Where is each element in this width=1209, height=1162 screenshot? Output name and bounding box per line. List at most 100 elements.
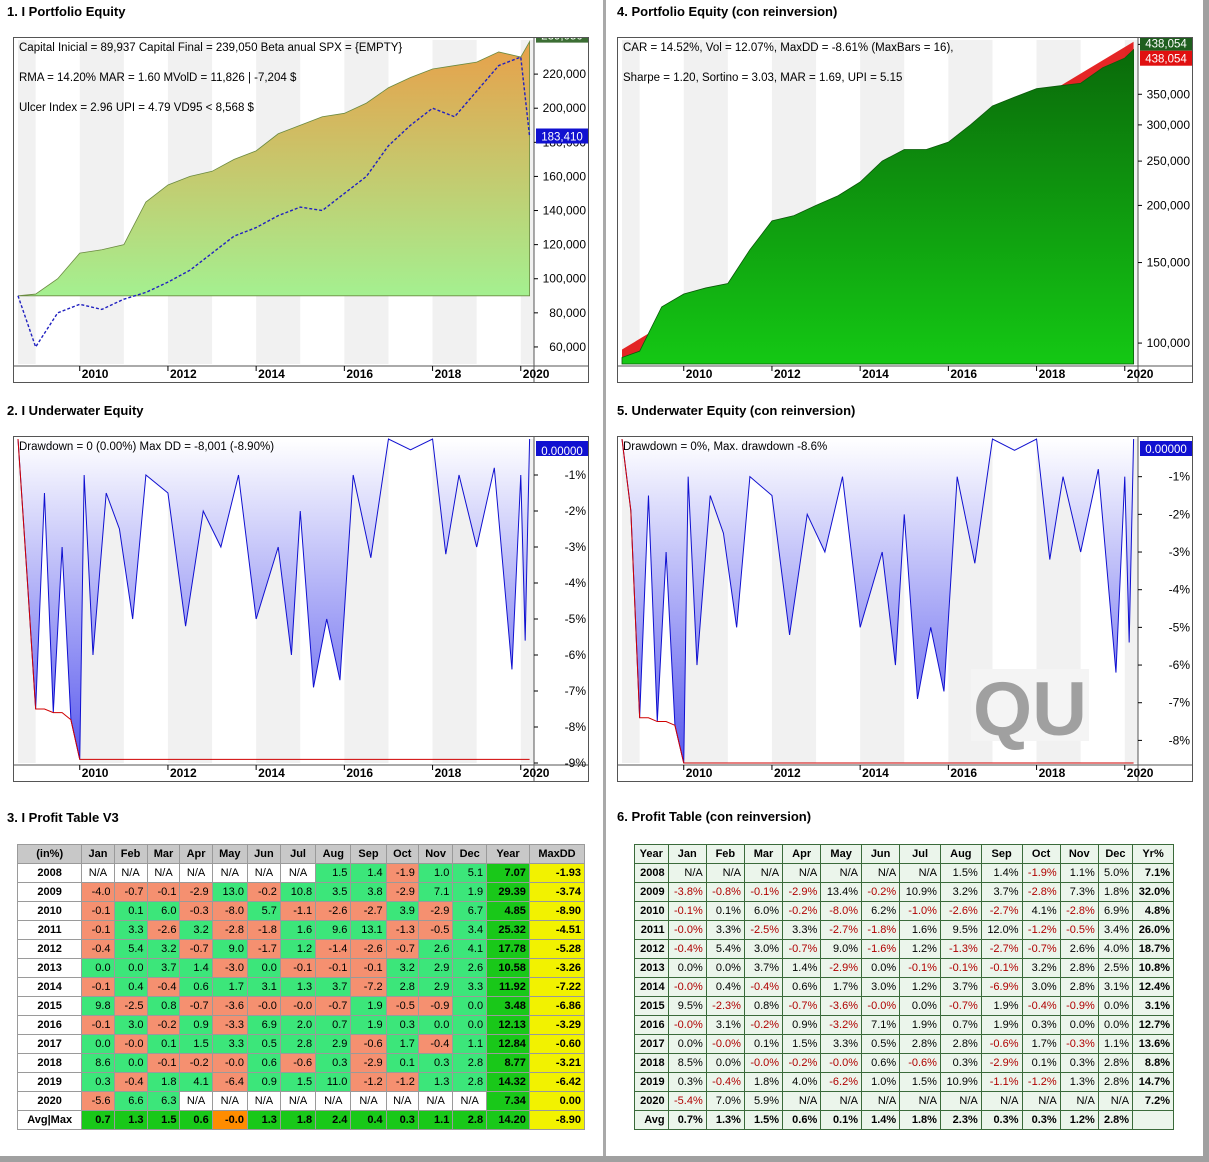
x-tick-label: 2014 [258,367,285,381]
value-badge [536,128,588,144]
table-cell: 4.85 [486,901,530,921]
table-cell: -0.6% [980,1034,1023,1054]
stats-line: Drawdown = 0%, Max. drawdown -8.6% [623,441,827,453]
table-cell: 5.1 [452,863,488,883]
table-cell: 2017 [634,1034,669,1054]
x-tick-label: 2016 [346,367,373,381]
table-cell: 1.9% [980,996,1023,1016]
table-cell: -0.0% [743,1053,784,1073]
table-cell: 2.8% [1097,1072,1134,1092]
table-cell: -0.2% [782,1053,822,1073]
table-cell: -0.0% [820,1053,863,1073]
table-cell: -0.4% [1021,996,1061,1016]
table-cell: 2008 [634,863,669,883]
portfolio-equity-reinv-chart[interactable]: 201020122014201620182020450,000350,00030… [617,37,1193,383]
table-cell: 5.4% [705,939,745,959]
y-tick-label: -4% [565,576,587,590]
y-tick-label: 250,000 [1147,154,1191,168]
table-header-cell: Jan [667,844,707,864]
year-band [622,40,640,364]
table-cell: 10.8% [1132,958,1174,978]
table-cell: -0.4 [113,1072,148,1092]
table-cell: -1.3% [939,939,982,959]
table-cell: 7.1% [861,1015,901,1035]
y-tick-label: -4% [1169,583,1191,597]
table-row: 2015 9.8 -2.5 0.8 -0.7 -3.6 -0.0 -0.0 -0.7 1.9 -0.… [16,996,586,1016]
table-cell: -0.0% [861,996,901,1016]
x-tick-label: 2014 [862,766,889,780]
table-cell: 12.84 [486,1034,530,1054]
table-cell: -0.1% [743,882,784,902]
table-cell: 6.6 [113,1091,148,1111]
table-cell: 2.3% [939,1110,982,1130]
table-cell: -0.7 [315,996,352,1016]
table-header-cell: Sep [980,844,1023,864]
y-tick-label: 160,000 [543,169,587,183]
table-cell: 2019 [16,1072,83,1092]
table-cell: 3.3% [705,920,745,940]
table-cell: 3.8 [350,882,387,902]
table-cell: 9.0 [211,939,248,959]
table-cell: 0.5% [861,1034,901,1054]
table-cell: -6.42 [528,1072,586,1092]
table-cell: -1.93 [528,863,586,883]
table-cell: N/A [81,863,115,883]
table-cell: 9.5% [667,996,707,1016]
y-tick-label: 140,000 [543,204,587,218]
value-badge-label: 239,050 [541,38,583,43]
table-header-cell: Aug [939,844,982,864]
table-cell: 1.9% [980,1015,1023,1035]
table-cell: 1.5% [939,863,982,883]
max-drawdown-line [621,438,1134,764]
table-cell: 12.4% [1132,977,1174,997]
table-cell: 1.3% [705,1110,745,1130]
table-cell: 1.6% [899,920,941,940]
table-cell: -1.2% [1021,920,1061,940]
underwater-equity-chart[interactable]: 2010 2012 2014 2016 2018 2020 -1% -2% -3% -4% -5% -… [13,436,589,782]
table-cell: 10.9% [939,1072,982,1092]
table-cell: 0.3% [1021,1110,1061,1130]
table-header-cell: (in%) [16,844,83,864]
table-cell: 1.4 [350,863,387,883]
table-cell: 2013 [16,958,83,978]
table-cell: 0.7 [81,1110,115,1130]
y-tick-label: -6% [565,648,587,662]
table-cell: 2018 [16,1053,83,1073]
table-cell: 0.6 [179,1110,213,1130]
table-cell: 1.4% [980,863,1023,883]
portfolio-equity-chart[interactable]: 2010 2012 2014 2016 2018 2020 220,000 200,000 18… [13,37,589,383]
table-cell: -2.8% [1021,882,1061,902]
x-tick-label: 2020 [523,766,550,780]
table-cell: -0.1% [939,958,982,978]
underwater-equity-reinv-chart[interactable]: 2010 2012 2014 2016 2018 2020 -1% -2% -3% -4% -5% -… [617,436,1193,782]
table-cell: N/A [861,863,901,883]
table-cell: 3.4 [452,920,488,940]
table-cell: 2013 [634,958,669,978]
table-cell: 2018 [634,1053,669,1073]
x-tick-label: 2018 [435,367,462,381]
table-cell: 0.3% [939,1053,982,1073]
table-cell: -0.7 [179,939,213,959]
table-cell: -1.1% [980,1072,1023,1092]
y-tick-label: 200,000 [543,101,587,115]
bottom-border [0,1156,1209,1162]
table-cell: 9.6 [315,920,352,940]
table-cell: -7.22 [528,977,586,997]
table-cell: 1.3 [279,977,317,997]
table-header-cell: MaxDD [528,844,586,864]
table-cell: -1.4 [315,939,352,959]
table-cell: -0.4 [417,1034,454,1054]
table-cell: 0.0% [667,958,707,978]
table-header-cell: Jan [81,844,115,864]
table-cell: 1.5 [179,1034,213,1054]
table-cell: N/A [113,863,148,883]
table-cell: -0.2% [861,882,901,902]
table-cell: -1.3 [385,920,419,940]
table-cell: N/A [861,1091,901,1111]
y-tick-label: 120,000 [543,238,587,252]
table-cell: 1.3 [246,1110,281,1130]
table-cell: -6.4 [211,1072,248,1092]
table-cell: -8.90 [528,901,586,921]
table-cell: -0.0% [667,977,707,997]
table-cell: Avg|Max [16,1110,83,1130]
